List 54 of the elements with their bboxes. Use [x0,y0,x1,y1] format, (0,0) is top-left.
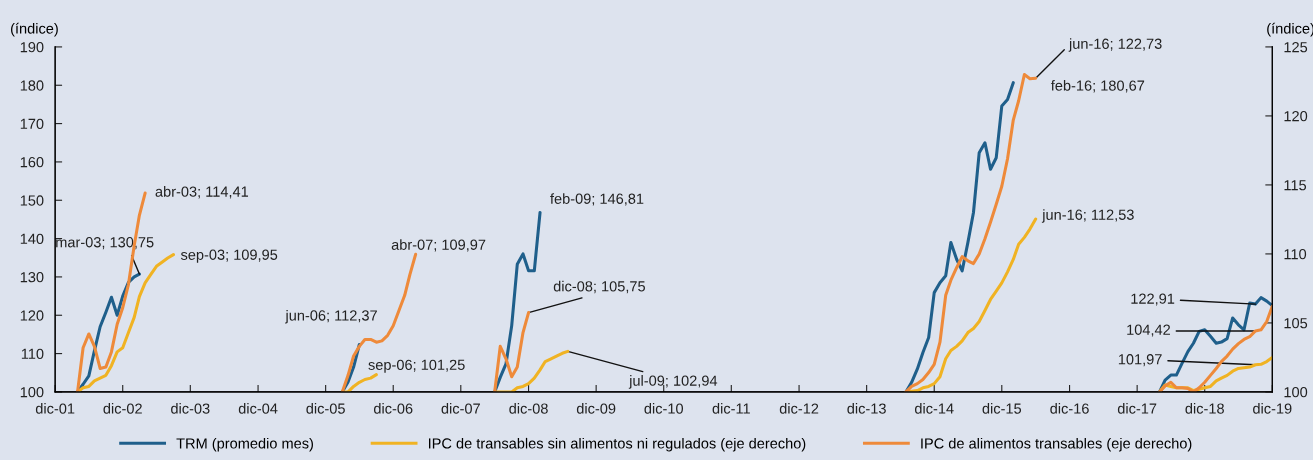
y-tick-label: 100 [20,387,44,398]
y-tick-label: 160 [20,157,44,168]
y-tick-label: 180 [20,80,44,91]
annotation: feb-16; 180,67 [1050,80,1145,93]
annotation: feb-09; 146,81 [550,193,644,206]
y2-axis-title: (índice) [1267,22,1313,37]
y2-tick-label: 115 [1284,180,1307,191]
annotation: jun-16; 112,53 [1041,209,1134,223]
annotation: 104,42 [1127,324,1170,337]
y2-tick-label: 120 [1284,111,1308,122]
y-tick-label: 120 [20,310,44,321]
y-tick-label: 130 [20,272,44,283]
y2-tick-label: 100 [1284,387,1308,398]
x-tick-label: dic-17 [1117,403,1157,414]
annotation: 122,91 [1131,293,1175,306]
x-tick-label: dic-05 [306,403,345,414]
x-tick-label: dic-03 [171,403,210,414]
annotation: dic-08; 105,75 [553,280,645,294]
legend-label: IPC de alimentos transables (eje derecho) [921,437,1192,452]
y-tick-label: 110 [21,348,44,360]
annotation: jun-06; 112,37 [285,309,377,324]
annotation: 101,97 [1118,354,1162,367]
y2-tick-label: 110 [1284,249,1307,260]
annotation: jul-09; 102,94 [628,375,718,389]
x-tick-label: dic-01 [35,403,75,414]
x-tick-label: dic-07 [441,403,480,414]
x-tick-label: dic-10 [644,403,684,414]
y2-tick-label: 105 [1284,318,1308,329]
y-tick-label: 150 [20,195,44,206]
x-tick-label: dic-08 [509,403,548,414]
legend-label: IPC de transables sin alimentos ni regulados (eje derecho) [428,437,806,452]
x-tick-label: dic-15 [982,403,1022,414]
y2-tick-label: 125 [1284,42,1308,53]
annotation: sep-03; 109,95 [180,249,278,263]
y-tick-label: 140 [20,233,44,245]
y-tick-label: 170 [20,118,44,130]
y-axis-title: (índice) [11,22,58,37]
x-tick-label: dic-09 [576,403,616,414]
y-tick-label: 190 [20,42,44,53]
annotation: abr-07; 109,97 [391,239,486,252]
x-tick-label: dic-12 [779,403,819,414]
x-tick-label: dic-11 [712,403,750,414]
x-tick-label: dic-04 [238,403,278,414]
annotation: jun-16; 122,73 [1068,38,1162,52]
x-tick-label: dic-02 [103,403,142,414]
annotation: sep-06; 101,25 [368,359,465,373]
x-tick-label: dic-19 [1253,403,1292,414]
legend-label: TRM (promedio mes) [176,437,313,452]
x-tick-label: dic-16 [1050,403,1089,414]
annotation: abr-03; 114,41 [155,186,249,199]
x-tick-label: dic-13 [847,403,886,414]
x-tick-label: dic-14 [914,403,954,414]
x-tick-label: dic-18 [1185,403,1224,414]
x-tick-label: dic-06 [373,403,413,414]
